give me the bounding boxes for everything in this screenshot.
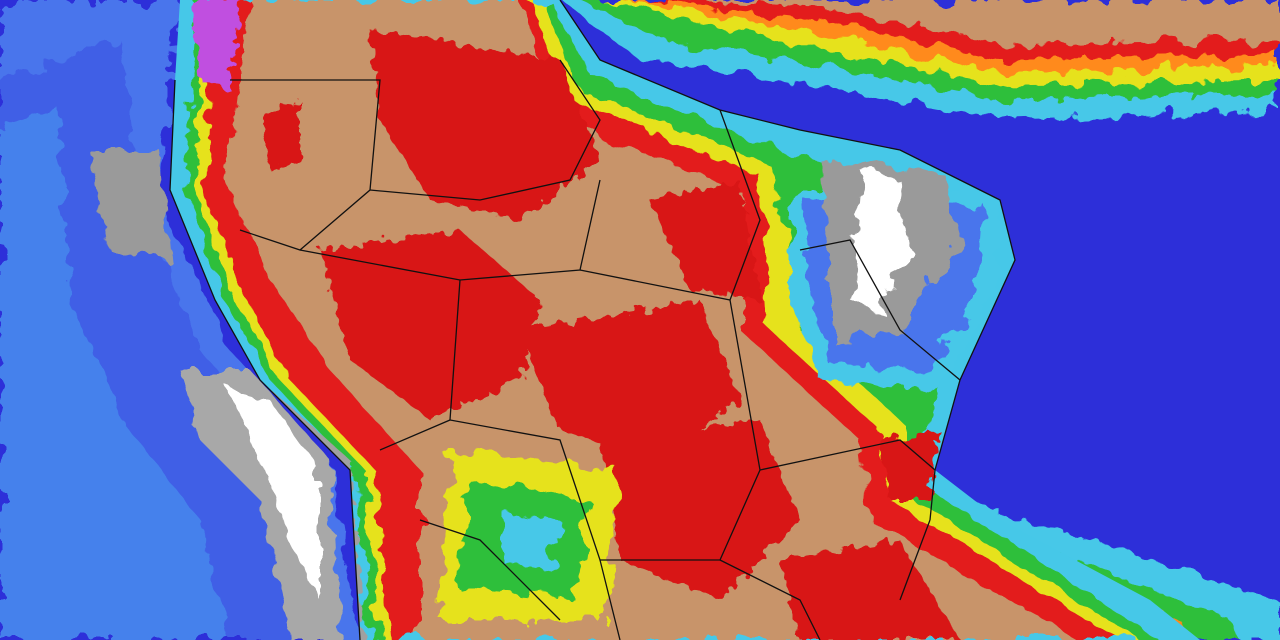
red-area — [520, 300, 740, 460]
northeast — [790, 160, 1000, 390]
band-brown — [680, 0, 1280, 45]
red-area — [370, 30, 600, 220]
border — [719, 519, 931, 640]
red-area — [600, 420, 800, 600]
border — [759, 439, 936, 471]
white-area — [230, 390, 320, 600]
red-area — [260, 100, 300, 170]
gray-patch — [90, 150, 170, 260]
border — [379, 419, 621, 640]
red-area — [880, 430, 940, 500]
central-wet — [440, 450, 620, 620]
borders — [169, 0, 1016, 640]
cyan-area — [500, 510, 560, 570]
border — [579, 109, 761, 301]
coastline — [169, 79, 361, 640]
ne-white — [850, 170, 910, 310]
pacific-dry — [180, 370, 340, 640]
border — [299, 179, 601, 281]
red-area — [780, 540, 960, 640]
border — [799, 239, 961, 381]
magenta-area — [190, 0, 240, 90]
pacific-cyan — [0, 110, 230, 640]
red-area — [650, 180, 760, 300]
gray-area — [180, 370, 340, 640]
border — [369, 59, 601, 201]
coastline — [559, 0, 1016, 521]
